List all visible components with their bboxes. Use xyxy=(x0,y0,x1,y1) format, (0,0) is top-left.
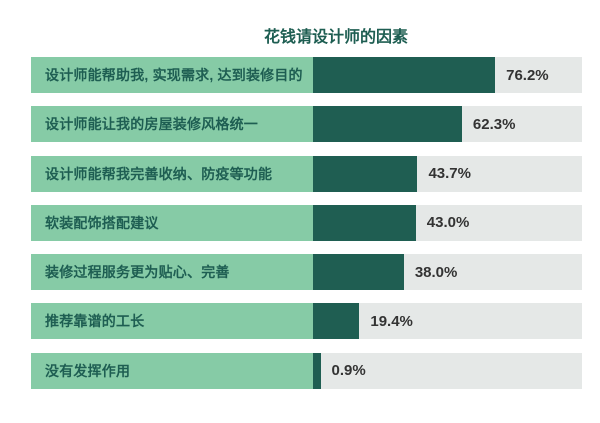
category-label-box: 装修过程服务更为贴心、完善 xyxy=(31,254,313,291)
category-label-box: 推荐靠谱的工长 xyxy=(31,303,313,340)
category-label: 没有发挥作用 xyxy=(45,362,131,379)
chart-row: 没有发挥作用 0.9% xyxy=(31,352,582,389)
chart-rows: 设计师能帮助我, 实现需求, 达到装修目的 76.2% 设计师能让我的房屋装修风… xyxy=(31,57,582,402)
category-label-box: 软装配饰搭配建议 xyxy=(31,204,313,241)
value-label: 19.4% xyxy=(370,312,413,330)
chart-row: 软装配饰搭配建议 43.0% xyxy=(31,204,582,241)
value-label: 62.3% xyxy=(472,115,516,133)
category-label: 装修过程服务更为贴心、完善 xyxy=(45,264,230,281)
chart-row: 设计师能帮助我, 实现需求, 达到装修目的 76.2% xyxy=(31,57,582,93)
bar-track: 38.0% xyxy=(313,254,582,291)
value-label: 76.2% xyxy=(506,66,549,84)
category-label: 设计师能帮助我, 实现需求, 达到装修目的 xyxy=(45,67,303,83)
category-label: 设计师能帮我完善收纳、防疫等功能 xyxy=(45,165,273,182)
category-label-box: 设计师能让我的房屋装修风格统一 xyxy=(31,106,313,143)
bar-track: 43.7% xyxy=(313,155,582,192)
bar xyxy=(313,254,404,291)
bar-track: 19.4% xyxy=(313,303,582,340)
category-label: 软装配饰搭配建议 xyxy=(45,214,159,231)
value-label: 43.0% xyxy=(426,214,470,232)
bar-track: 43.0% xyxy=(313,204,582,241)
category-label-box: 设计师能帮我完善收纳、防疫等功能 xyxy=(31,155,313,192)
bar xyxy=(313,106,462,143)
value-label: 0.9% xyxy=(331,362,366,380)
bar xyxy=(313,303,360,340)
bar-track: 0.9% xyxy=(313,352,582,389)
bar-track: 76.2% xyxy=(313,57,582,93)
bar-track: 62.3% xyxy=(313,106,582,143)
category-label-box: 没有发挥作用 xyxy=(31,352,313,389)
value-label: 38.0% xyxy=(414,263,458,281)
category-label: 设计师能让我的房屋装修风格统一 xyxy=(45,116,258,133)
chart-row: 推荐靠谱的工长 19.4% xyxy=(31,303,582,340)
chart-row: 装修过程服务更为贴心、完善 38.0% xyxy=(31,254,582,291)
bar xyxy=(313,155,418,192)
bar xyxy=(313,57,496,93)
value-label: 43.7% xyxy=(428,165,471,183)
category-label: 推荐靠谱的工长 xyxy=(45,313,145,330)
chart-row: 设计师能帮我完善收纳、防疫等功能 43.7% xyxy=(31,155,582,192)
chart-row: 设计师能让我的房屋装修风格统一 62.3% xyxy=(31,106,582,143)
chart-title: 花钱请设计师的因素 xyxy=(263,29,409,46)
bar xyxy=(313,204,416,241)
category-label-box: 设计师能帮助我, 实现需求, 达到装修目的 xyxy=(31,57,313,93)
bar xyxy=(313,352,321,389)
